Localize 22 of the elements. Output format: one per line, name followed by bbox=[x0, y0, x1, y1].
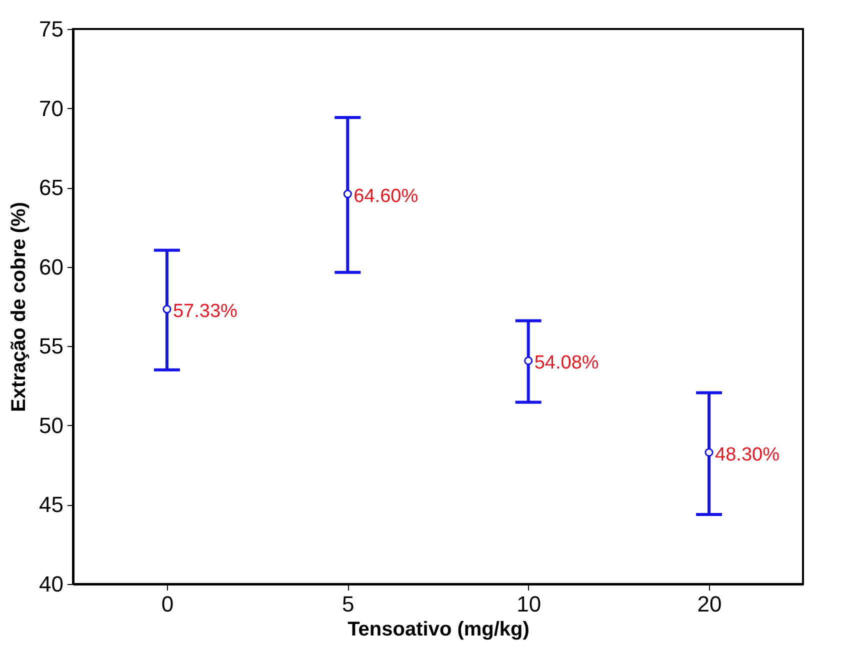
data-label: 64.60% bbox=[354, 186, 418, 207]
x-tick-label: 0 bbox=[161, 592, 174, 616]
y-tick-label: 50 bbox=[39, 412, 64, 438]
point bbox=[343, 190, 352, 198]
y-tick-label: 55 bbox=[39, 334, 64, 359]
x-axis-title: Tensoativo (mg/kg) bbox=[348, 618, 530, 640]
x-tick-label: 5 bbox=[342, 592, 354, 616]
point bbox=[704, 448, 714, 457]
point bbox=[524, 356, 533, 366]
point bbox=[162, 304, 172, 314]
y-tick-label: 75 bbox=[39, 16, 64, 42]
x-tick-label: 10 bbox=[516, 592, 542, 616]
y-tick-label: 40 bbox=[39, 572, 64, 596]
y-tick-label: 45 bbox=[39, 492, 64, 518]
data-label: 57.33% bbox=[172, 301, 238, 322]
x-tick-label: 20 bbox=[697, 592, 722, 616]
data-label: 48.30% bbox=[715, 444, 780, 466]
y-axis-title: Extração de cobre (%) bbox=[8, 202, 30, 412]
y-tick-label: 60 bbox=[39, 254, 64, 280]
y-tick-label: 65 bbox=[39, 175, 64, 200]
data-label: 54.08% bbox=[534, 352, 599, 374]
y-tick-label: 70 bbox=[39, 96, 64, 121]
